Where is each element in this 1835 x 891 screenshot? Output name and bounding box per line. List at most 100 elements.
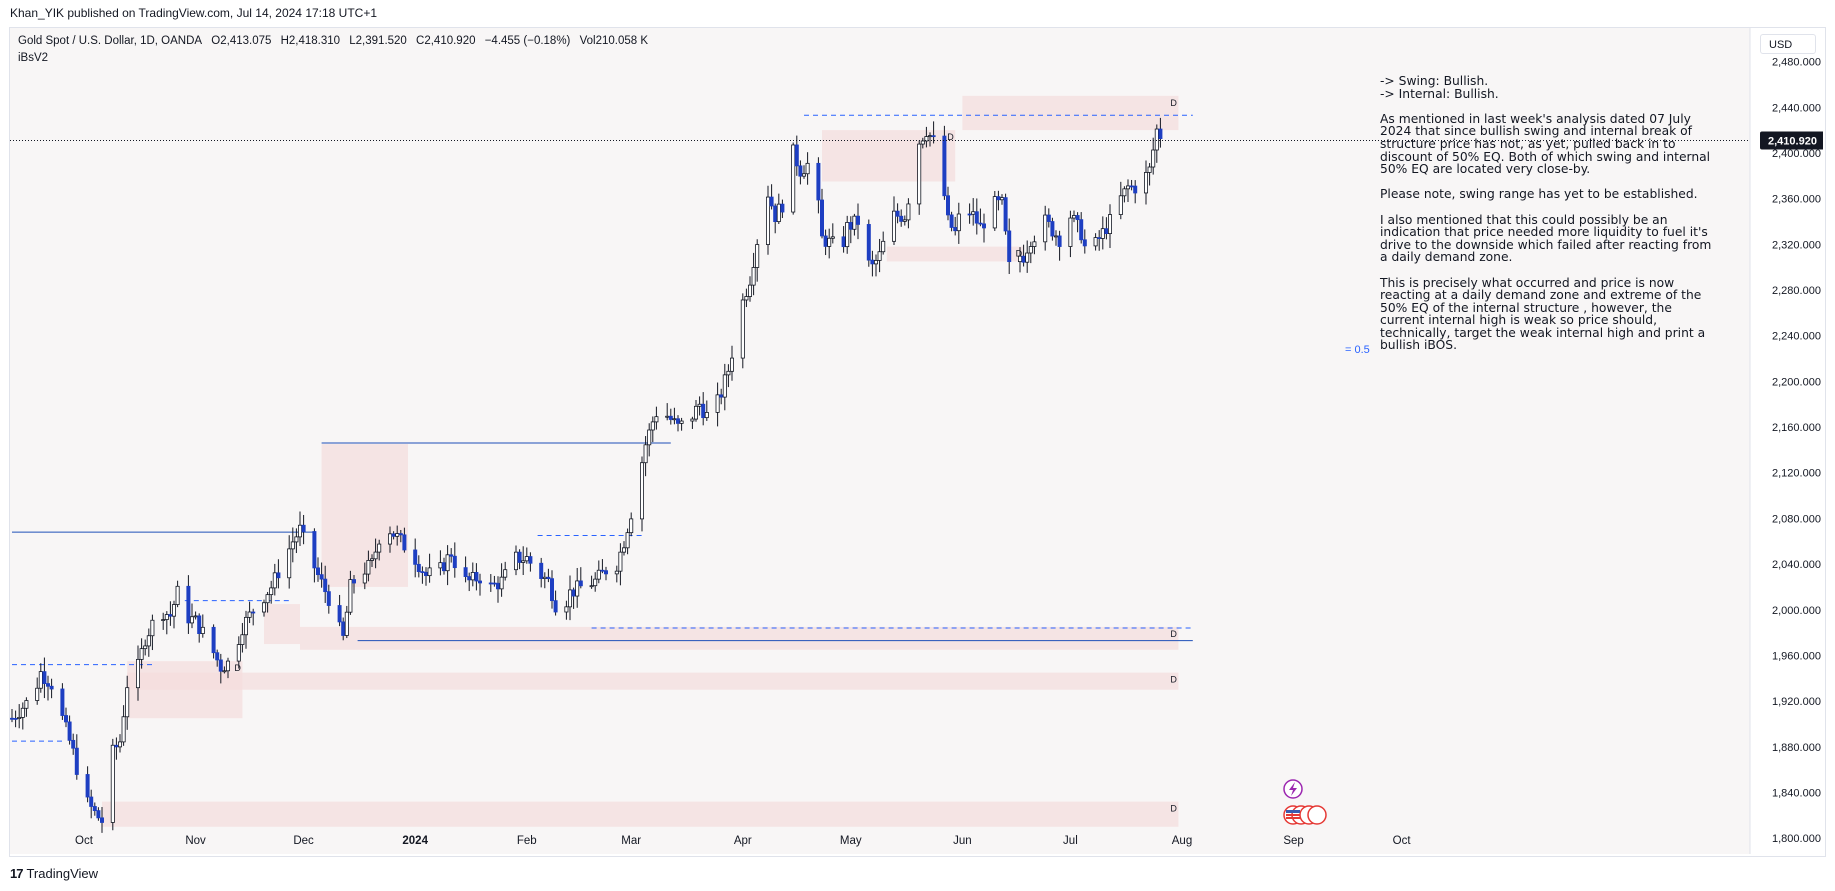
candle-body	[287, 548, 292, 579]
candle-body	[290, 541, 295, 550]
candle-body	[568, 589, 573, 608]
candle-body	[38, 671, 43, 689]
tradingview-logo-icon: 17	[10, 866, 24, 881]
y-tick-label: 1,920.000	[1772, 696, 1821, 708]
candle-body	[146, 635, 151, 647]
demand-zone	[127, 661, 243, 719]
candle-body	[1050, 221, 1055, 237]
candle-body	[870, 259, 875, 265]
candle-body	[665, 415, 670, 418]
candle-body	[676, 418, 681, 424]
candle-body	[917, 143, 922, 205]
candle-body	[1025, 252, 1030, 263]
candle-body	[1158, 128, 1163, 140]
candle-body	[1054, 235, 1059, 238]
publication-line: Khan_YIK published on TradingView.com, J…	[10, 6, 378, 20]
candle-body	[495, 582, 500, 590]
candle-body	[553, 600, 558, 613]
candle-body	[46, 683, 51, 687]
candle-body	[622, 547, 627, 553]
candle-body	[625, 532, 630, 549]
candle-body	[1108, 214, 1113, 235]
candle-body	[848, 222, 853, 230]
candle-body	[17, 716, 22, 719]
candle-body	[841, 236, 846, 248]
candle-body	[798, 165, 803, 177]
candle-body	[344, 611, 349, 636]
candle-body	[996, 196, 1001, 201]
candle-body	[830, 236, 835, 239]
x-tick-label: Oct	[1393, 835, 1412, 847]
y-axis: 1,760.0001,800.0001,840.0001,880.0001,92…	[1749, 28, 1823, 854]
candle-body	[690, 418, 695, 422]
currency-button[interactable]: USD	[1760, 34, 1816, 54]
candle-body	[1082, 239, 1087, 247]
candle-body	[654, 416, 659, 423]
candle-body	[110, 744, 115, 823]
candle-body	[10, 717, 14, 720]
candle-body	[956, 213, 961, 232]
candle-body	[744, 296, 749, 301]
candle-body	[1093, 237, 1098, 247]
candle-body	[769, 196, 774, 207]
candle-body	[492, 582, 497, 585]
ohlc-low: L2,391.520	[349, 35, 407, 47]
candle-body	[377, 543, 382, 553]
candle-body	[1126, 185, 1131, 190]
candle-body	[222, 670, 227, 673]
candle-body	[323, 578, 328, 593]
candle-body	[164, 614, 169, 620]
note-line-swing: -> Swing: Bullish.	[1380, 74, 1489, 88]
symbol-title: Gold Spot / U.S. Dollar, 1D, OANDA	[18, 35, 203, 47]
alert-lightning-icon[interactable]	[1283, 779, 1303, 799]
candle-body	[816, 162, 821, 201]
current-price-badge	[1760, 131, 1823, 150]
candle-body	[427, 567, 432, 577]
candle-body	[942, 135, 947, 197]
candle-body	[1104, 228, 1109, 235]
x-tick-label: Sep	[1283, 835, 1303, 847]
candle-body	[794, 144, 799, 167]
candle-body	[924, 136, 929, 142]
candle-body	[463, 567, 468, 577]
candle-body	[1021, 255, 1026, 263]
demand-zone	[264, 604, 300, 645]
economic-events-icon[interactable]	[1283, 805, 1327, 825]
candle-body	[136, 658, 141, 689]
tradingview-footer[interactable]: 17 TradingView	[10, 866, 98, 881]
candle-body	[240, 634, 245, 645]
candle-body	[827, 237, 832, 247]
y-tick-label: 2,080.000	[1772, 513, 1821, 525]
candle-body	[899, 215, 904, 222]
candle-body	[614, 570, 619, 575]
candle-body	[618, 551, 623, 572]
indicator-legend[interactable]: iBsV2	[18, 52, 49, 64]
candle-body	[269, 587, 274, 596]
candle-body	[823, 235, 828, 247]
candle-body	[139, 648, 144, 660]
symbol-legend[interactable]: Gold Spot / U.S. Dollar, 1D, OANDA O2,41…	[18, 35, 654, 47]
candle-body	[719, 394, 724, 398]
zones-layer: D D D D D D D	[102, 95, 1179, 827]
candle-body	[600, 569, 605, 572]
candle-body	[20, 707, 25, 718]
candle-body	[596, 569, 601, 580]
candle-body	[395, 533, 400, 537]
candle-body	[467, 576, 472, 581]
candle-body	[1072, 215, 1077, 219]
candle-body	[423, 571, 428, 577]
candle-body	[114, 744, 119, 748]
ohlc-high: H2,418.310	[280, 35, 341, 47]
candle-body	[13, 718, 18, 720]
candle-body	[528, 556, 533, 564]
candle-body	[740, 299, 745, 359]
demand-zone	[822, 130, 956, 182]
candle-body	[877, 251, 882, 261]
candle-body	[730, 357, 735, 372]
candle-body	[24, 700, 29, 709]
candle-body	[168, 614, 173, 617]
candle-body	[604, 570, 609, 575]
y-tick-label: 2,000.000	[1772, 605, 1821, 617]
candle-body	[643, 444, 648, 464]
